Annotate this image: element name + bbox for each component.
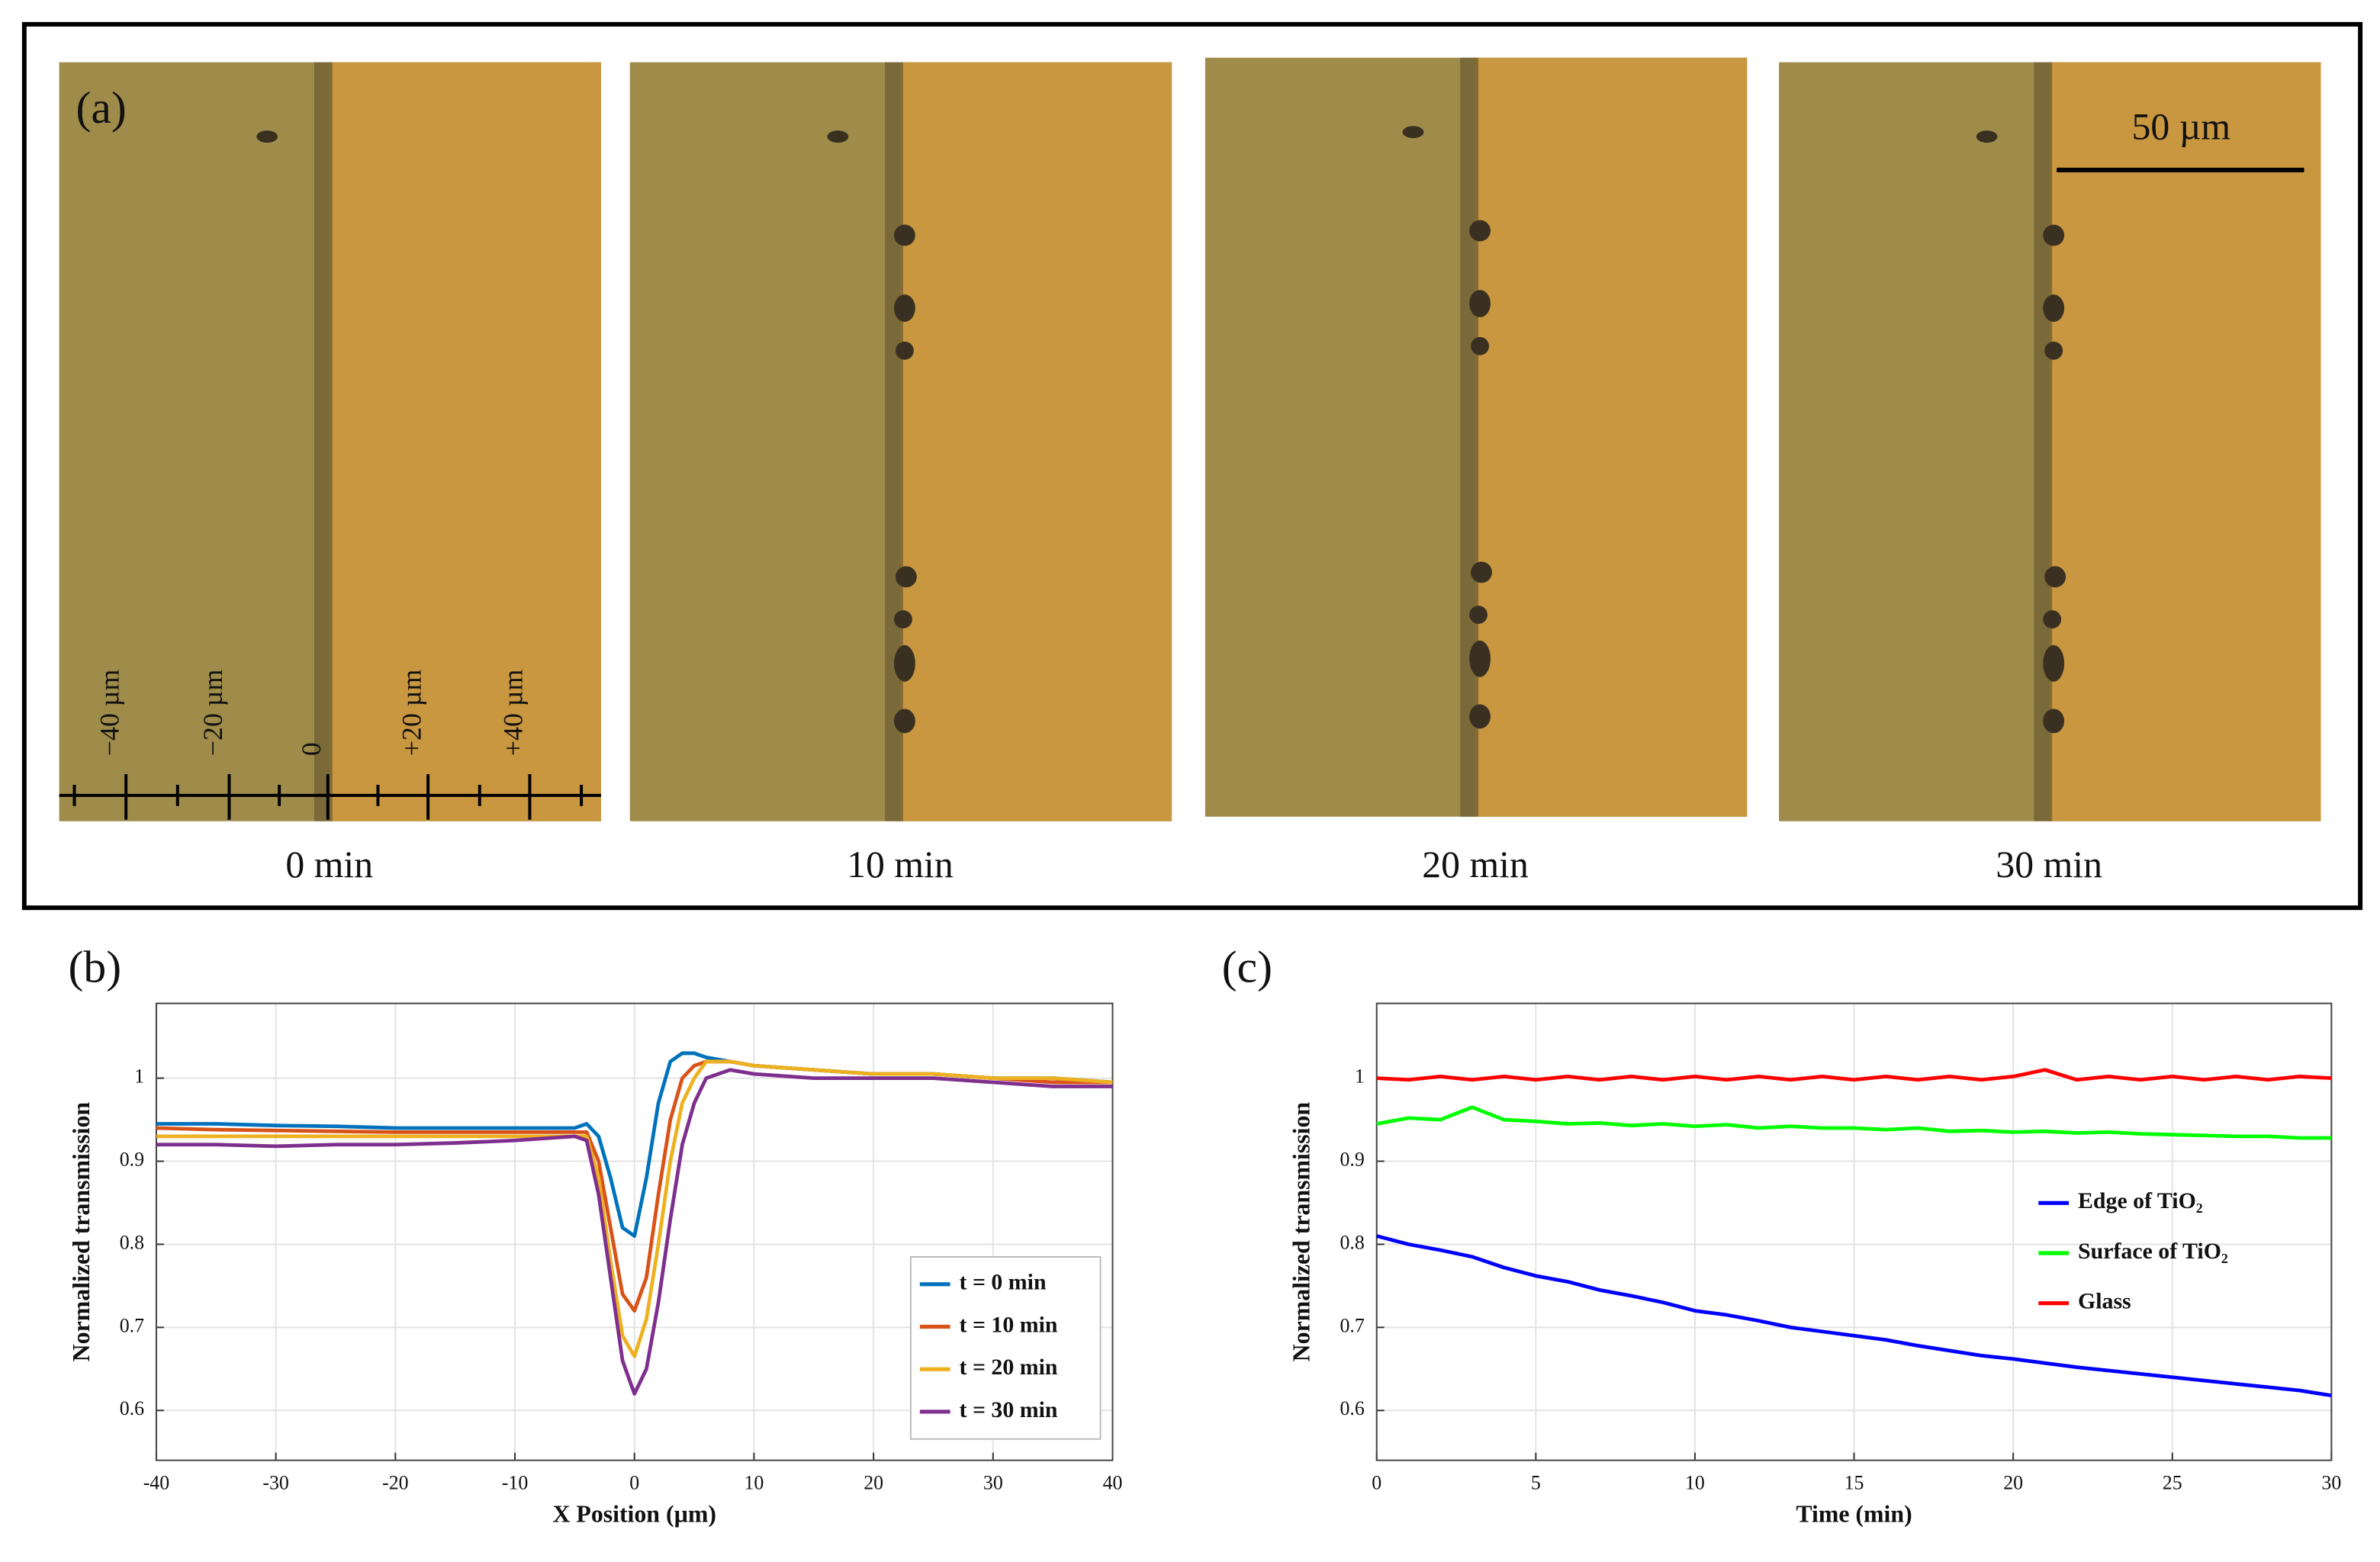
series-line [156,1068,1113,1396]
y-tick-label: 0.9 [120,1148,144,1170]
caption: 20 min [1422,844,1529,885]
legend-label: t = 20 min [960,1355,1058,1380]
x-axis-label: X Position (µm) [552,1501,716,1528]
legend-box [909,1255,1102,1440]
legend-label: Glass [2078,1288,2131,1313]
x-tick-label: 10 [1685,1471,1705,1493]
x-tick-label: 40 [1103,1471,1123,1493]
y-tick-label: 0.7 [1340,1314,1365,1336]
x-tick-label: 25 [2163,1471,2182,1493]
y-tick-label: 0.6 [1340,1397,1365,1419]
ruler [59,774,601,820]
x-tick-label: 5 [1531,1471,1541,1493]
x-axis-label: Time (min) [1796,1501,1912,1528]
caption: 10 min [847,844,954,885]
caption: 30 min [1996,844,2102,885]
x-tick-label: -10 [502,1471,528,1493]
y-tick-label: 0.8 [1340,1231,1365,1253]
x-tick-label: 0 [1372,1471,1381,1493]
x-tick-label: 15 [1844,1471,1864,1493]
legend-label: t = 0 min [960,1270,1047,1295]
ruler-label: 0 [296,742,326,756]
ruler-label: −20 µm [198,670,228,757]
x-tick-label: 20 [2003,1471,2023,1493]
ruler-label: +40 µm [498,670,529,757]
micrograph [1204,57,1748,817]
x-tick-label: 30 [983,1471,1003,1493]
y-tick-label: 0.6 [120,1397,144,1419]
x-tick-label: 30 [2321,1471,2341,1493]
y-tick-label: 1 [134,1065,144,1088]
x-tick-label: -40 [143,1471,169,1493]
y-tick-label: 1 [1355,1065,1365,1088]
x-tick-label: 10 [745,1471,764,1493]
y-axis-label: Normalized transmission [1288,1102,1315,1362]
panel-label: (a) [76,82,126,133]
micrograph [629,62,1172,821]
legend-label: t = 10 min [960,1312,1058,1337]
y-tick-label: 0.7 [120,1314,144,1336]
x-tick-label: -20 [382,1471,408,1493]
y-tick-label: 0.8 [120,1231,144,1253]
scale-bar-label: 50 µm [2132,106,2231,148]
plot-frame [1375,1002,2333,1461]
legend-label: t = 30 min [960,1397,1058,1422]
x-tick-label: 20 [864,1471,883,1493]
x-tick-label: 0 [629,1471,639,1493]
caption: 0 min [285,844,373,885]
y-tick-label: 0.9 [1340,1148,1365,1170]
series-line [156,1059,1113,1358]
ruler-label: −40 µm [94,670,124,757]
y-axis-label: Normalized transmission [68,1102,95,1362]
x-tick-label: -30 [262,1471,288,1493]
micrograph [1779,62,2321,821]
panel-label: (c) [1222,941,1272,992]
legend-label: Edge of TiO₂ [2078,1188,2203,1213]
panel-label: (b) [69,941,122,992]
plot-frame [155,1002,1114,1461]
series-line [1376,1068,2332,1082]
series-line [1376,1234,2332,1398]
series-line [1376,1105,2332,1140]
ruler-label: +20 µm [396,670,426,757]
legend-label: Surface of TiO₂ [2078,1239,2228,1264]
